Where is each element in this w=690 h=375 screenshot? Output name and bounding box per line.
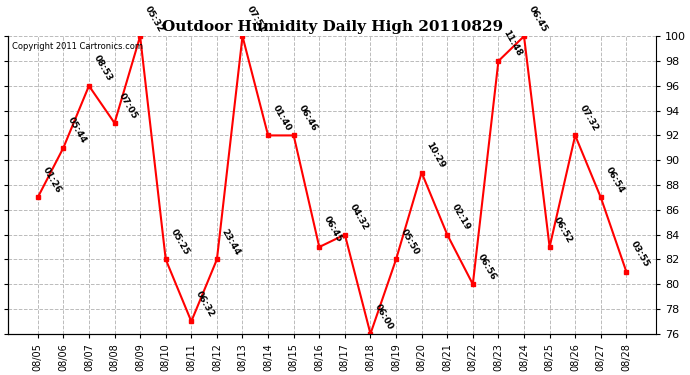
Text: 05:50: 05:50 [399, 228, 421, 256]
Text: 06:56: 06:56 [475, 252, 497, 281]
Text: 05:44: 05:44 [66, 116, 88, 145]
Text: 06:32: 06:32 [194, 290, 216, 319]
Text: Copyright 2011 Cartronics.com: Copyright 2011 Cartronics.com [12, 42, 143, 51]
Text: 02:19: 02:19 [450, 202, 472, 232]
Text: 11:48: 11:48 [501, 29, 523, 58]
Text: 07:32: 07:32 [578, 104, 600, 133]
Text: 06:45: 06:45 [322, 215, 344, 244]
Text: 03:55: 03:55 [629, 240, 651, 269]
Text: 10:29: 10:29 [424, 141, 446, 170]
Text: 06:52: 06:52 [553, 215, 574, 244]
Text: 01:26: 01:26 [41, 165, 63, 195]
Text: 06:46: 06:46 [297, 104, 319, 133]
Text: 23:44: 23:44 [219, 227, 242, 256]
Text: 07:05: 07:05 [117, 91, 139, 120]
Text: 06:54: 06:54 [604, 165, 626, 195]
Text: 01:40: 01:40 [271, 104, 293, 133]
Text: 08:53: 08:53 [92, 54, 114, 83]
Text: 05:32: 05:32 [143, 4, 165, 33]
Text: 06:45: 06:45 [526, 4, 549, 33]
Text: 04:32: 04:32 [348, 202, 370, 232]
Text: 05:25: 05:25 [168, 228, 190, 256]
Text: 07:51: 07:51 [245, 4, 268, 33]
Text: 06:00: 06:00 [373, 302, 395, 331]
Title: Outdoor Humidity Daily High 20110829: Outdoor Humidity Daily High 20110829 [161, 20, 502, 34]
